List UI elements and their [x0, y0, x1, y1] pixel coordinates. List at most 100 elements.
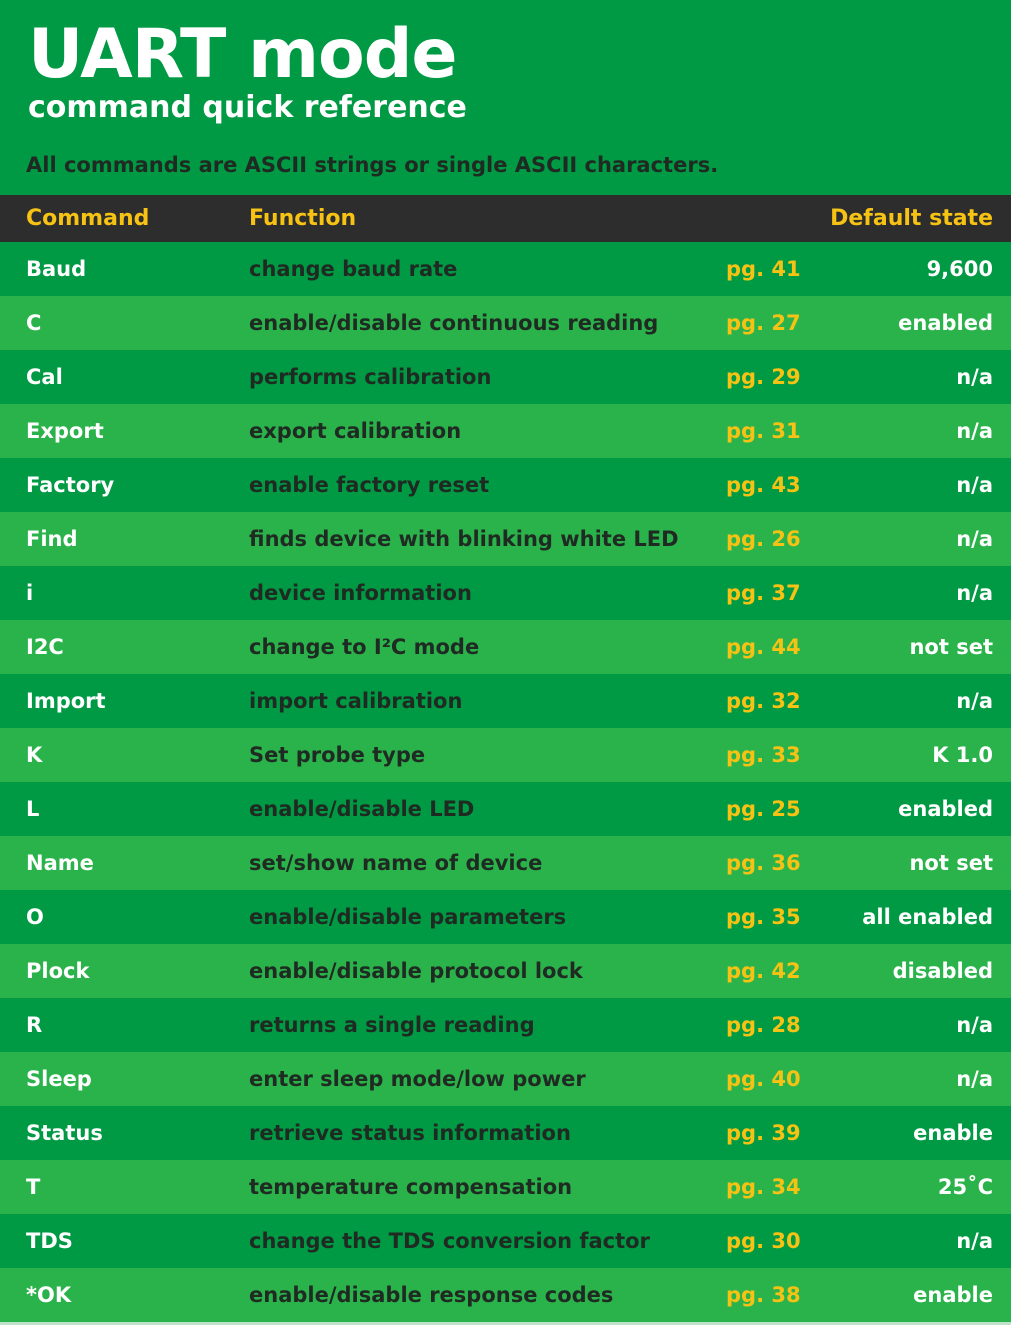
page-reference-cell: pg. 44 [726, 635, 801, 659]
page-reference-cell: pg. 35 [726, 905, 801, 929]
table-row: Plock enable/disable protocol lock pg. 42 d… [0, 944, 1011, 998]
default-state-cell: K 1.0 [932, 743, 993, 767]
function-cell: temperature compensation [249, 1175, 573, 1199]
function-cell: Set probe type [249, 743, 426, 767]
function-cell: enable/disable LED [249, 797, 475, 821]
table-row: Factory enable factory reset pg. 43 n/a [0, 458, 1011, 512]
page-reference-cell: pg. 40 [726, 1067, 801, 1091]
command-cell: Find [26, 527, 78, 551]
default-state-cell: all enabled [862, 905, 993, 929]
table-row: *OK enable/disable response codes pg. 38 en… [0, 1268, 1011, 1322]
default-state-cell: enable [913, 1121, 993, 1145]
default-state-cell: enabled [898, 797, 993, 821]
column-header-command: Command [26, 206, 150, 231]
table-row: Export export calibration pg. 31 n/a [0, 404, 1011, 458]
page-reference-cell: pg. 31 [726, 419, 801, 443]
function-cell: set/show name of device [249, 851, 543, 875]
table-row: Baud change baud rate pg. 41 9,600 [0, 242, 1011, 296]
default-state-cell: not set [909, 851, 993, 875]
ascii-note: All commands are ASCII strings or single… [26, 153, 719, 177]
table-row: Name set/show name of device pg. 36 not set [0, 836, 1011, 890]
bottom-divider [0, 1322, 1011, 1325]
function-cell: finds device with blinking white LED [249, 527, 679, 551]
default-state-cell: n/a [956, 1229, 993, 1253]
command-cell: O [26, 905, 44, 929]
page-reference-cell: pg. 25 [726, 797, 801, 821]
page-reference-cell: pg. 34 [726, 1175, 801, 1199]
command-cell: R [26, 1013, 43, 1037]
default-state-cell: 25˚C [937, 1175, 993, 1199]
command-cell: Cal [26, 365, 63, 389]
command-cell: Export [26, 419, 104, 443]
function-cell: change baud rate [249, 257, 458, 281]
page-reference-cell: pg. 42 [726, 959, 801, 983]
default-state-cell: enabled [898, 311, 993, 335]
command-cell: TDS [26, 1229, 73, 1253]
page-header: UART mode command quick reference All co… [0, 0, 1011, 195]
page-reference-cell: pg. 28 [726, 1013, 801, 1037]
default-state-cell: not set [909, 635, 993, 659]
function-cell: export calibration [249, 419, 462, 443]
page-reference-cell: pg. 37 [726, 581, 801, 605]
table-row: Import import calibration pg. 32 n/a [0, 674, 1011, 728]
default-state-cell: disabled [892, 959, 993, 983]
page-reference-cell: pg. 33 [726, 743, 801, 767]
table-row: Cal performs calibration pg. 29 n/a [0, 350, 1011, 404]
default-state-cell: 9,600 [926, 257, 993, 281]
table-row: Status retrieve status information pg. 39 e… [0, 1106, 1011, 1160]
function-cell: returns a single reading [249, 1013, 535, 1037]
command-cell: T [26, 1175, 41, 1199]
page-reference-cell: pg. 36 [726, 851, 801, 875]
function-cell: import calibration [249, 689, 463, 713]
command-cell: K [26, 743, 43, 767]
page-subtitle: command quick reference [28, 90, 467, 125]
page-reference-cell: pg. 29 [726, 365, 801, 389]
table-row: TDS change the TDS conversion factor pg. 3… [0, 1214, 1011, 1268]
page-reference-cell: pg. 41 [726, 257, 801, 281]
command-cell: Plock [26, 959, 90, 983]
default-state-cell: n/a [956, 689, 993, 713]
default-state-cell: n/a [956, 527, 993, 551]
default-state-cell: n/a [956, 419, 993, 443]
command-cell: Factory [26, 473, 115, 497]
column-header-function: Function [249, 206, 357, 231]
page-reference-cell: pg. 38 [726, 1283, 801, 1307]
page-reference-cell: pg. 27 [726, 311, 801, 335]
command-cell: Import [26, 689, 106, 713]
column-header-default-state: Default state [830, 206, 993, 231]
command-cell: Name [26, 851, 94, 875]
table-row: Find finds device with blinking white LED… [0, 512, 1011, 566]
command-cell: L [26, 797, 40, 821]
page-reference-cell: pg. 30 [726, 1229, 801, 1253]
function-cell: change to I²C mode [249, 635, 480, 659]
table-row: I2C change to I²C mode pg. 44 not set [0, 620, 1011, 674]
page-reference-cell: pg. 26 [726, 527, 801, 551]
command-cell: *OK [26, 1283, 72, 1307]
function-cell: enable/disable protocol lock [249, 959, 583, 983]
function-cell: enable/disable response codes [249, 1283, 614, 1307]
page-title: UART mode [28, 15, 457, 94]
function-cell: device information [249, 581, 472, 605]
table-row: Sleep enter sleep mode/low power pg. 40 n/a [0, 1052, 1011, 1106]
default-state-cell: enable [913, 1283, 993, 1307]
command-cell: Sleep [26, 1067, 92, 1091]
table-row: K Set probe type pg. 33 K 1.0 [0, 728, 1011, 782]
page-reference-cell: pg. 43 [726, 473, 801, 497]
default-state-cell: n/a [956, 1067, 993, 1091]
command-cell: Status [26, 1121, 103, 1145]
command-cell: I2C [26, 635, 64, 659]
default-state-cell: n/a [956, 365, 993, 389]
function-cell: change the TDS conversion factor [249, 1229, 650, 1253]
command-cell: i [26, 581, 34, 605]
default-state-cell: n/a [956, 581, 993, 605]
command-cell: Baud [26, 257, 87, 281]
page-reference-cell: pg. 39 [726, 1121, 801, 1145]
command-cell: C [26, 311, 42, 335]
table-row: i device information pg. 37 n/a [0, 566, 1011, 620]
page-reference-cell: pg. 32 [726, 689, 801, 713]
